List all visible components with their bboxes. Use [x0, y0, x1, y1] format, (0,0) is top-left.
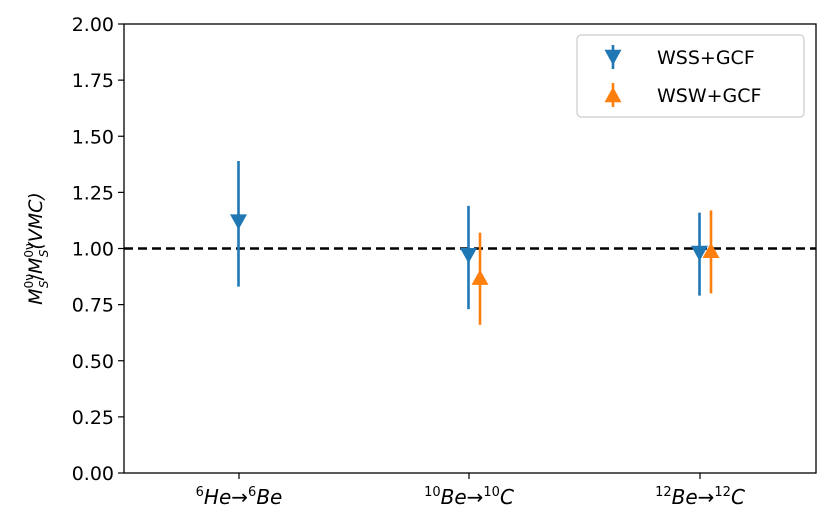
- legend-label: WSS+GCF: [657, 47, 755, 69]
- legend-box: [576, 34, 805, 118]
- y-tick-label: 1.75: [72, 70, 114, 92]
- y-tick-label: 1.00: [72, 239, 114, 261]
- data-point-marker: [702, 242, 720, 258]
- legend-marker: [604, 86, 622, 103]
- legend-marker: [604, 49, 622, 66]
- data-series-group: [230, 160, 720, 325]
- y-tick-label: 2.00: [72, 14, 114, 36]
- data-point-marker: [230, 214, 247, 230]
- data-point-marker: [471, 269, 489, 285]
- y-axis-label: M0νS/M0νS(VMC): [22, 192, 51, 305]
- y-tick-label: 0.00: [72, 463, 114, 485]
- y-tick-label: 0.50: [72, 351, 114, 373]
- y-tick-label: 1.25: [72, 182, 114, 204]
- x-tick-label: 10Be→10C: [424, 485, 514, 509]
- y-tick-label: 0.25: [72, 407, 114, 429]
- y-tick-label: 0.75: [72, 295, 114, 317]
- legend-label: WSW+GCF: [657, 85, 761, 107]
- legend: WSS+GCF WSW+GCF: [576, 34, 805, 118]
- data-point-marker: [460, 248, 477, 264]
- x-tick-label: 12Be→12C: [655, 485, 745, 509]
- data-point-marker: [691, 245, 708, 262]
- axes: 0.00 0.25 0.50 0.75 1.00 1.25 1.50 1.75 2.00 6He→…: [22, 14, 817, 509]
- y-tick-label: 1.50: [72, 126, 114, 148]
- x-tick-label: 6He→6Be: [196, 485, 283, 509]
